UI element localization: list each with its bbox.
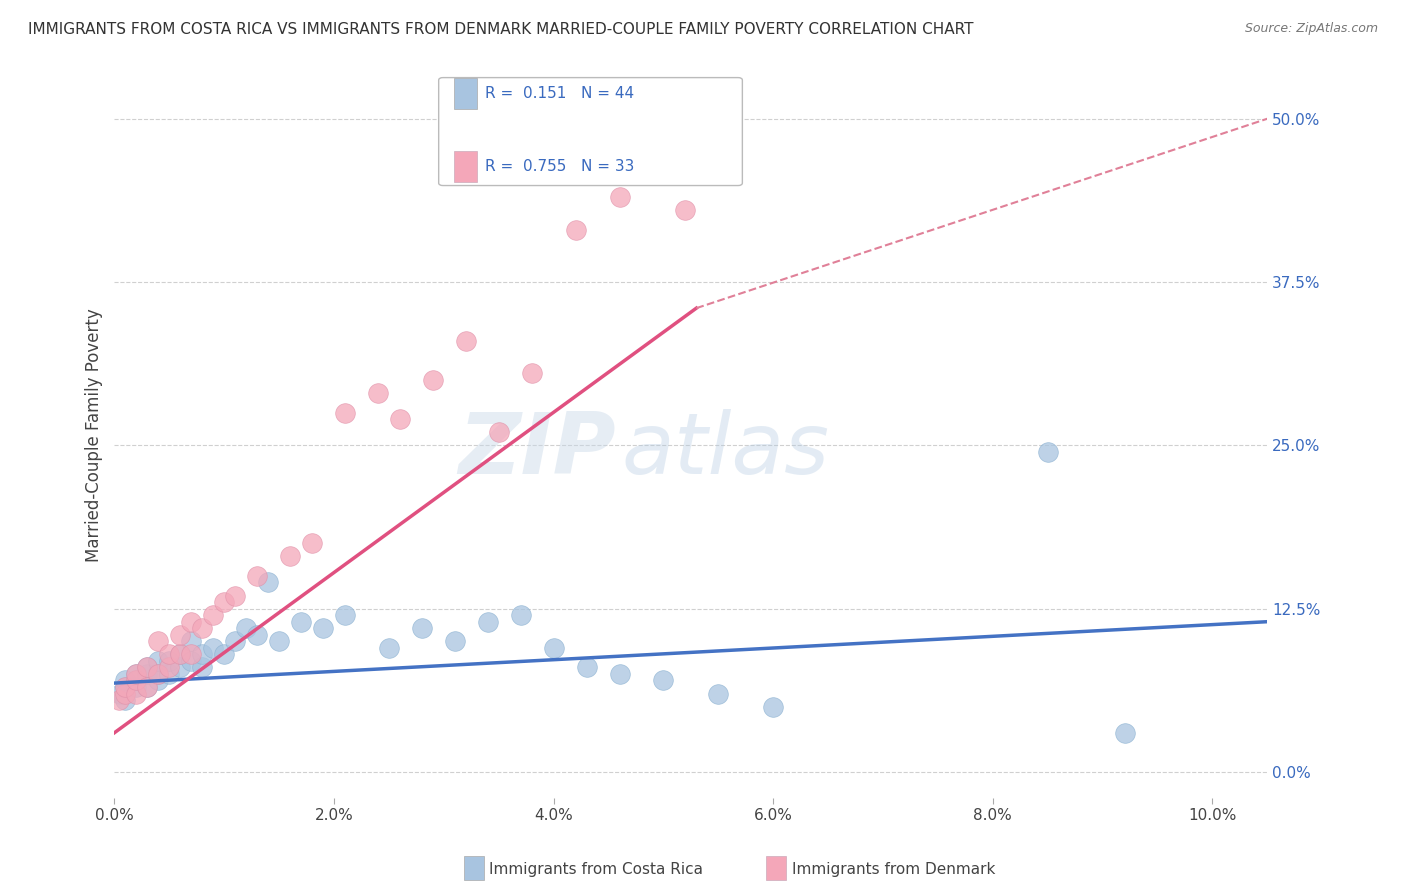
Point xyxy=(157,660,180,674)
Text: Immigrants from Denmark: Immigrants from Denmark xyxy=(792,863,995,877)
Point xyxy=(246,628,269,642)
Point xyxy=(148,654,170,668)
Point xyxy=(114,680,136,694)
Point xyxy=(125,673,148,688)
Point xyxy=(191,648,214,662)
Point xyxy=(333,406,356,420)
Point xyxy=(564,223,586,237)
Point xyxy=(609,190,631,204)
Point xyxy=(575,660,598,674)
Point xyxy=(609,667,631,681)
Point xyxy=(652,673,675,688)
Point xyxy=(762,699,785,714)
Point xyxy=(202,640,225,655)
Point xyxy=(148,634,170,648)
Point xyxy=(290,615,312,629)
Point xyxy=(169,628,191,642)
Point xyxy=(333,608,356,623)
Point xyxy=(169,648,191,662)
Point xyxy=(520,367,543,381)
Text: atlas: atlas xyxy=(621,409,830,491)
Point xyxy=(278,549,301,564)
Point xyxy=(148,673,170,688)
Point xyxy=(224,634,246,648)
Point xyxy=(180,615,202,629)
Point xyxy=(191,621,214,635)
Point xyxy=(301,536,323,550)
Point xyxy=(180,648,202,662)
Point xyxy=(157,648,180,662)
Text: Immigrants from Costa Rica: Immigrants from Costa Rica xyxy=(489,863,703,877)
Point xyxy=(169,648,191,662)
Point xyxy=(157,654,180,668)
Point xyxy=(269,634,291,648)
Point xyxy=(707,687,730,701)
Point xyxy=(477,615,499,629)
Point xyxy=(235,621,257,635)
Point xyxy=(1114,725,1136,739)
Point xyxy=(136,667,159,681)
Point xyxy=(108,687,131,701)
Point xyxy=(443,634,465,648)
Point xyxy=(125,680,148,694)
Point xyxy=(114,687,136,701)
Y-axis label: Married-Couple Family Poverty: Married-Couple Family Poverty xyxy=(86,309,103,562)
Point xyxy=(114,680,136,694)
Text: IMMIGRANTS FROM COSTA RICA VS IMMIGRANTS FROM DENMARK MARRIED-COUPLE FAMILY POVE: IMMIGRANTS FROM COSTA RICA VS IMMIGRANTS… xyxy=(28,22,973,37)
Point xyxy=(157,667,180,681)
Point xyxy=(212,595,235,609)
Point xyxy=(169,660,191,674)
Point xyxy=(1036,445,1059,459)
Point xyxy=(180,634,202,648)
Text: R =  0.755   N = 33: R = 0.755 N = 33 xyxy=(485,160,634,174)
Point xyxy=(114,693,136,707)
Text: ZIP: ZIP xyxy=(458,409,616,491)
Point xyxy=(411,621,433,635)
Point xyxy=(246,569,269,583)
Text: R =  0.151   N = 44: R = 0.151 N = 44 xyxy=(485,87,634,101)
Point xyxy=(673,203,696,218)
Point xyxy=(543,640,565,655)
Point xyxy=(148,667,170,681)
Point xyxy=(136,680,159,694)
Text: Source: ZipAtlas.com: Source: ZipAtlas.com xyxy=(1244,22,1378,36)
Point xyxy=(180,654,202,668)
Point xyxy=(202,608,225,623)
Point xyxy=(125,673,148,688)
Point xyxy=(224,589,246,603)
Point xyxy=(148,667,170,681)
Point xyxy=(125,667,148,681)
Point xyxy=(136,660,159,674)
Point xyxy=(114,673,136,688)
Point xyxy=(257,575,280,590)
Point xyxy=(388,412,411,426)
Point xyxy=(312,621,335,635)
Point xyxy=(422,373,444,387)
Point xyxy=(509,608,531,623)
Point xyxy=(191,660,214,674)
Point xyxy=(136,680,159,694)
Point xyxy=(367,386,389,401)
Point xyxy=(212,648,235,662)
Point xyxy=(125,687,148,701)
Point xyxy=(488,425,510,440)
Point xyxy=(378,640,401,655)
Point xyxy=(107,693,129,707)
Point xyxy=(125,667,148,681)
Point xyxy=(136,660,159,674)
Point xyxy=(454,334,477,348)
